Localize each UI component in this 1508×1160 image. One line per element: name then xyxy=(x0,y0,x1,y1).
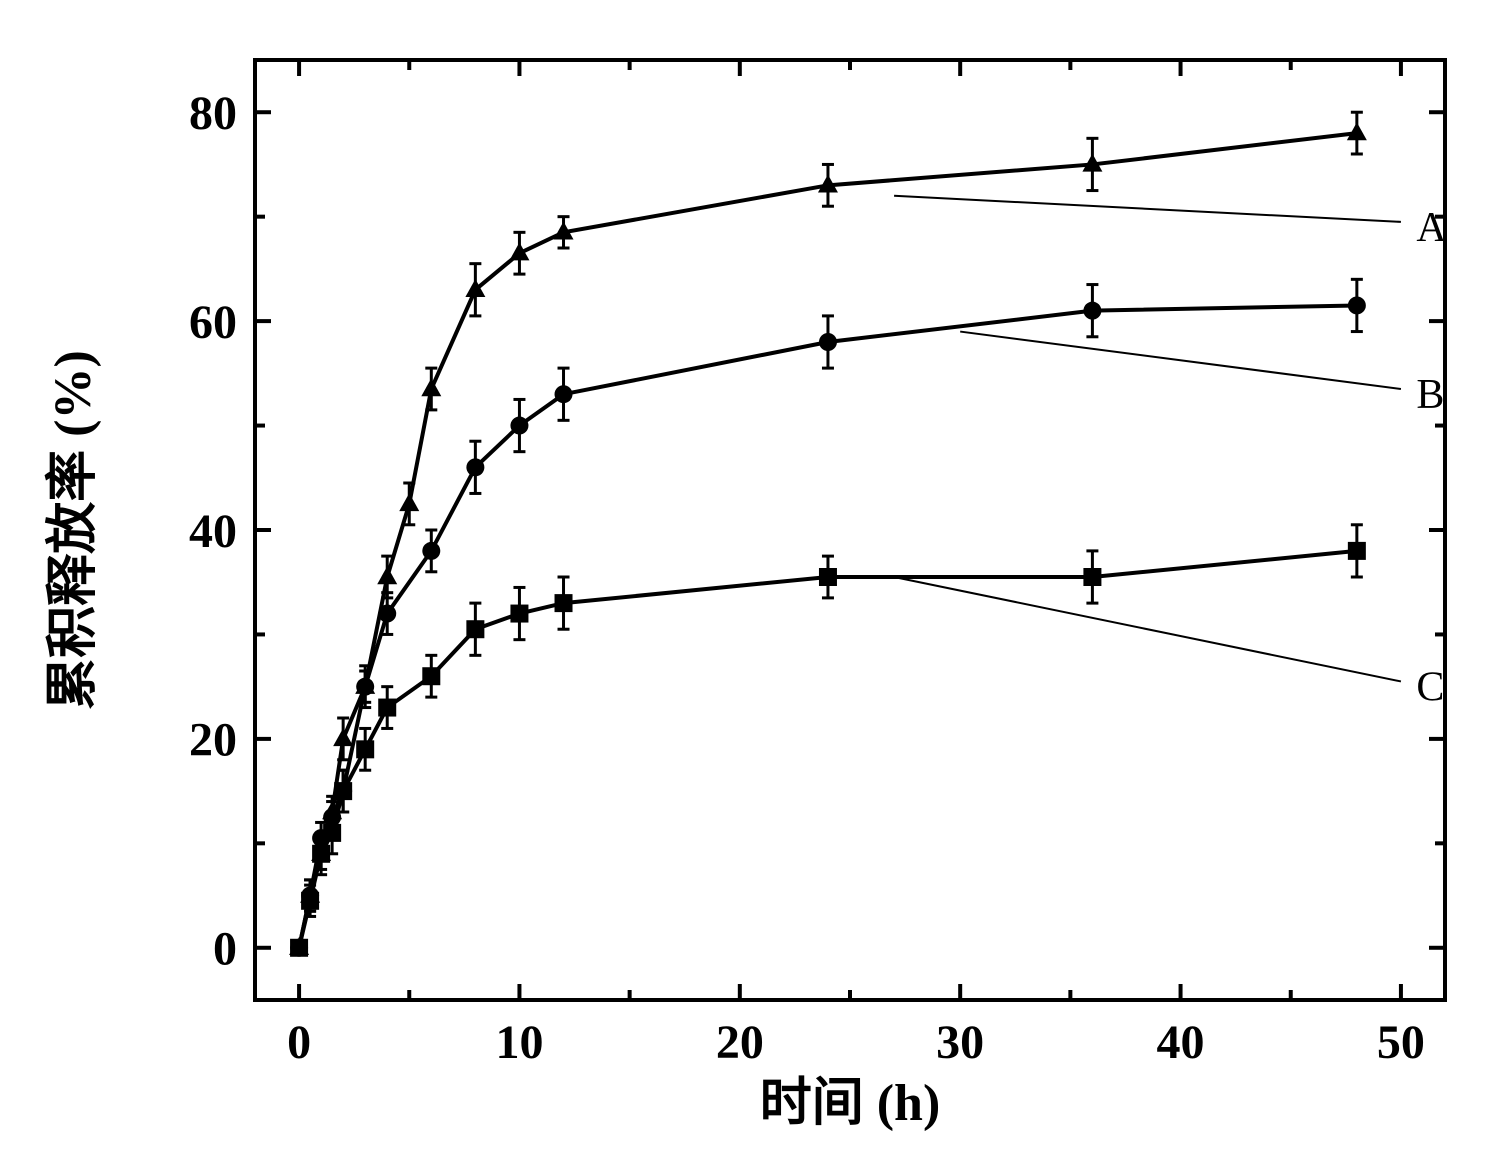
series-A-marker xyxy=(399,493,419,511)
series-B-marker xyxy=(356,678,374,696)
series-C-leader xyxy=(894,577,1401,681)
series-C-marker xyxy=(378,699,396,717)
chart-container: 0 10 20 30 40 50 0 20 40 60 80 时间 (h) 累积释放率 (%) A B C xyxy=(0,0,1508,1160)
series-B-marker xyxy=(1083,302,1101,320)
y-tick-label: 60 xyxy=(189,296,237,349)
x-tick-label: 40 xyxy=(1157,1016,1205,1069)
series-B-marker xyxy=(1348,296,1366,314)
x-tick-label: 50 xyxy=(1377,1016,1425,1069)
series-C-marker xyxy=(510,605,528,623)
x-tick-label: 20 xyxy=(716,1016,764,1069)
x-tick-label: 0 xyxy=(287,1016,311,1069)
x-tick-label: 10 xyxy=(495,1016,543,1069)
series-A-marker xyxy=(377,566,397,584)
series-B-marker xyxy=(510,417,528,435)
series-C-marker xyxy=(1348,542,1366,560)
y-tick-label: 0 xyxy=(213,923,237,976)
y-tick-label: 20 xyxy=(189,714,237,767)
series-C-marker xyxy=(555,594,573,612)
series-A-marker xyxy=(1347,122,1367,140)
series-C-marker xyxy=(422,667,440,685)
series-B-marker xyxy=(422,542,440,560)
series-C-label: C xyxy=(1416,665,1444,711)
series-C-marker xyxy=(1083,568,1101,586)
series-C-marker xyxy=(312,845,330,863)
series-B-line xyxy=(299,305,1357,947)
series-B-marker xyxy=(466,458,484,476)
x-tick-label: 30 xyxy=(936,1016,984,1069)
series-B xyxy=(290,279,1366,956)
series-C-marker xyxy=(356,740,374,758)
series-C-marker xyxy=(290,939,308,957)
series-A-line xyxy=(299,133,1357,948)
series-C-marker xyxy=(301,892,319,910)
series-C xyxy=(290,525,1366,957)
series-B-leader xyxy=(960,332,1401,389)
series-C-marker xyxy=(819,568,837,586)
series-C-marker xyxy=(466,620,484,638)
y-tick-label: 80 xyxy=(189,87,237,140)
series-C-line xyxy=(299,551,1357,948)
chart-svg: 0 10 20 30 40 50 0 20 40 60 80 时间 (h) 累积释放率 (%) A B C xyxy=(0,0,1508,1160)
series-B-marker xyxy=(378,605,396,623)
series-A xyxy=(289,112,1367,955)
series-C-marker xyxy=(323,824,341,842)
series-C-marker xyxy=(334,782,352,800)
x-axis-label: 时间 (h) xyxy=(760,1075,941,1132)
y-axis-label: 累积释放率 (%) xyxy=(44,350,102,710)
series-B-marker xyxy=(555,385,573,403)
series-B-label: B xyxy=(1416,372,1444,418)
series-A-leader xyxy=(894,196,1401,222)
series-A-label: A xyxy=(1416,205,1447,251)
series-B-marker xyxy=(819,333,837,351)
y-tick-label: 40 xyxy=(189,505,237,558)
series-A-marker xyxy=(333,728,353,746)
series-A-marker xyxy=(421,378,441,396)
